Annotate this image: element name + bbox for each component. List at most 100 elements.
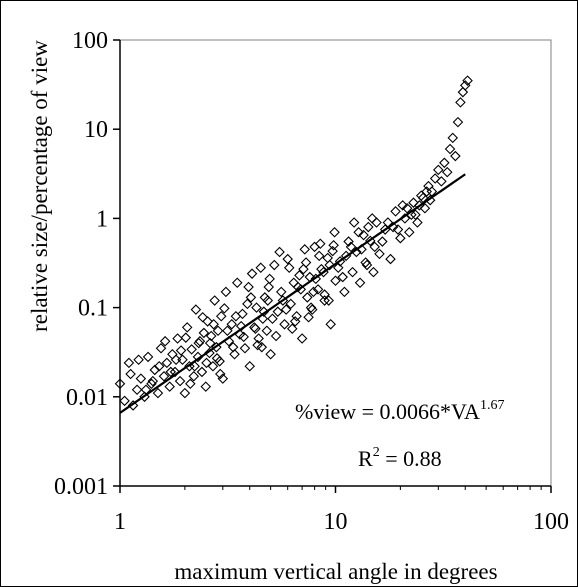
data-point <box>261 325 273 337</box>
data-point <box>161 357 173 369</box>
data-point <box>262 295 274 306</box>
equation-text: %view = 0.0066*VA <box>295 399 480 424</box>
data-point <box>267 313 278 325</box>
data-point <box>153 360 165 372</box>
data-point <box>255 262 267 273</box>
data-point <box>242 298 253 310</box>
data-point <box>245 292 257 303</box>
data-point <box>313 250 325 262</box>
r-squared-symbol: R <box>358 446 373 471</box>
x-axis-title: maximum vertical angle in degrees <box>174 559 497 584</box>
data-point <box>165 366 177 378</box>
data-point <box>327 245 338 257</box>
data-point <box>328 239 339 251</box>
data-point <box>202 316 213 327</box>
data-point <box>441 166 453 178</box>
data-point <box>305 302 317 313</box>
data-point <box>395 232 406 244</box>
data-point <box>184 360 195 372</box>
data-point <box>159 335 171 347</box>
data-point <box>259 292 271 303</box>
data-point <box>345 241 357 253</box>
data-point <box>436 176 447 187</box>
data-point <box>462 75 473 86</box>
data-point <box>170 354 182 366</box>
data-point <box>127 400 139 411</box>
data-point <box>452 116 464 128</box>
data-point <box>215 368 226 380</box>
data-point <box>119 395 130 407</box>
data-point <box>188 370 200 382</box>
data-point <box>179 387 191 399</box>
data-point <box>211 353 223 364</box>
data-point <box>348 217 360 228</box>
equation-annotation: %view = 0.0066*VA1.67 <box>295 398 504 424</box>
data-point <box>401 202 413 214</box>
data-point <box>158 370 170 382</box>
data-point <box>190 304 202 315</box>
data-point <box>457 86 469 98</box>
data-point <box>239 342 251 354</box>
data-point <box>243 281 254 293</box>
data-point <box>174 375 186 387</box>
data-point <box>353 226 364 238</box>
data-point <box>447 132 459 144</box>
data-point <box>270 330 282 342</box>
data-point <box>309 241 320 253</box>
data-point <box>343 236 354 247</box>
data-point <box>282 253 293 265</box>
y-tick-label: 0.1 <box>78 296 108 322</box>
data-point <box>226 319 238 330</box>
data-point <box>310 273 322 285</box>
data-point <box>288 277 300 289</box>
data-point <box>421 186 432 197</box>
data-point <box>229 348 240 360</box>
data-point <box>323 295 334 306</box>
data-point <box>455 97 466 108</box>
data-point <box>424 194 436 206</box>
data-point <box>181 322 193 333</box>
data-point <box>433 164 444 176</box>
data-point <box>324 259 335 271</box>
data-point <box>329 226 340 238</box>
data-point <box>330 275 341 287</box>
data-point <box>360 257 371 268</box>
data-point <box>410 209 421 220</box>
data-point <box>408 197 419 208</box>
data-point <box>295 284 307 295</box>
data-point <box>169 366 181 378</box>
data-point <box>368 266 379 278</box>
data-point <box>175 345 187 356</box>
data-point <box>135 373 147 384</box>
data-point <box>412 217 423 228</box>
data-point <box>207 360 219 372</box>
data-point <box>217 373 229 384</box>
data-point <box>319 295 330 306</box>
data-point <box>264 273 275 285</box>
data-point <box>172 333 183 344</box>
data-point <box>439 157 450 169</box>
data-point <box>250 323 261 334</box>
data-point <box>374 248 385 260</box>
data-point <box>200 381 212 392</box>
r-squared-value: = 0.88 <box>380 446 442 471</box>
data-point <box>198 327 210 339</box>
data-point <box>180 332 192 343</box>
x-tick-label: 1 <box>114 509 126 535</box>
data-point <box>377 236 388 247</box>
trend-line <box>119 173 466 414</box>
y-tick-label: 10 <box>84 117 108 143</box>
data-point <box>296 333 308 344</box>
data-point <box>244 360 256 372</box>
data-point <box>227 341 239 353</box>
y-axis-title: relative size/percentage of view <box>27 40 52 332</box>
data-point <box>197 311 208 323</box>
data-point <box>283 262 295 273</box>
data-point <box>222 325 233 337</box>
data-point <box>347 266 358 278</box>
data-point <box>302 292 313 303</box>
data-point <box>285 298 297 310</box>
data-point <box>294 270 305 281</box>
data-point <box>291 310 302 322</box>
